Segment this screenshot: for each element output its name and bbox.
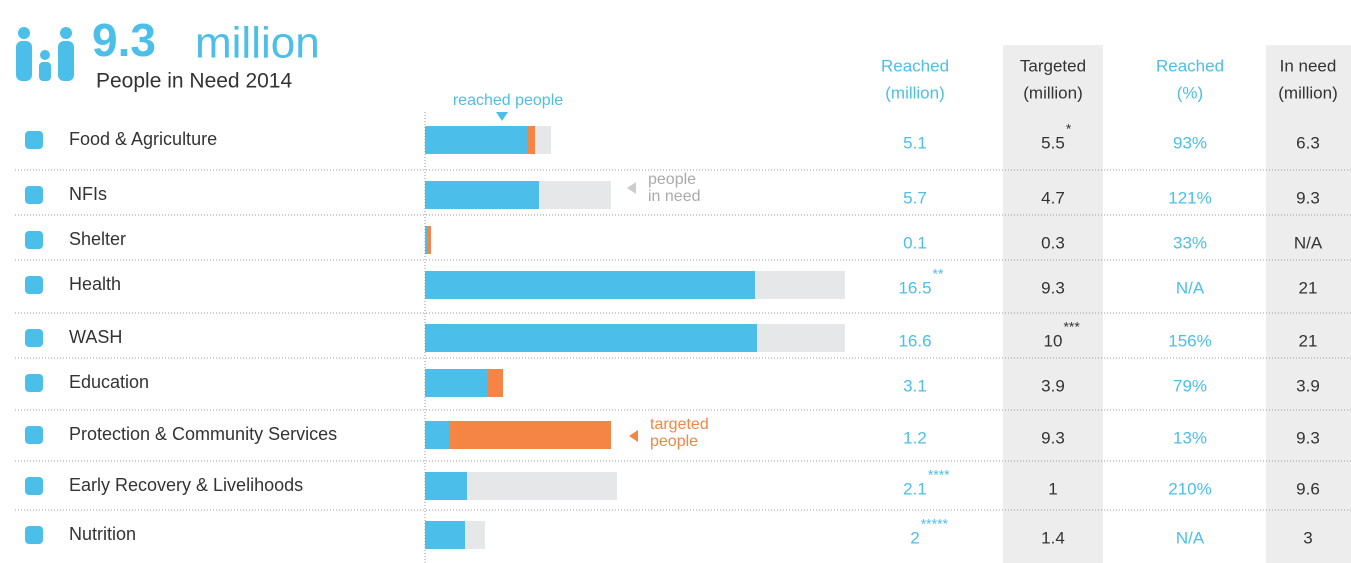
pointer <box>629 430 638 442</box>
cell-value: 6.3 <box>1296 133 1320 152</box>
row-icon <box>25 329 43 347</box>
cell-value: N/A <box>1176 528 1205 547</box>
cell-value: 1 <box>1048 479 1057 498</box>
column-header: (%) <box>1177 83 1203 102</box>
footnote-mark: * <box>1066 121 1072 137</box>
cell-value: 9.3 <box>1041 278 1065 297</box>
annotation: people <box>648 171 696 188</box>
cell-value: 16.5 <box>898 278 931 297</box>
bar <box>425 126 527 154</box>
row-icon <box>25 131 43 149</box>
cell-value: 1.2 <box>903 428 927 447</box>
row-icon <box>25 374 43 392</box>
cell-value: 1.4 <box>1041 528 1065 547</box>
cell-value: 5.5 <box>1041 133 1065 152</box>
row-icon <box>25 186 43 204</box>
column-header: Reached <box>881 56 949 75</box>
bar <box>425 271 755 299</box>
cell-value: 13% <box>1173 428 1207 447</box>
row-label: Health <box>69 274 121 294</box>
cell-value: 21 <box>1299 331 1318 350</box>
bar <box>425 472 467 500</box>
annotation: in need <box>648 188 701 205</box>
cell-value: 121% <box>1168 188 1211 207</box>
bar <box>425 421 449 449</box>
cell-value: 3.1 <box>903 376 927 395</box>
cell-value: 9.6 <box>1296 479 1320 498</box>
row-label: WASH <box>69 327 122 347</box>
unit: million <box>195 19 320 68</box>
column-header: (million) <box>1023 83 1083 102</box>
column-bg <box>1003 45 1103 563</box>
footnote-mark: **** <box>928 467 950 483</box>
column-header: Targeted <box>1020 56 1086 75</box>
subtitle: People in Need 2014 <box>96 70 292 93</box>
column-header: (million) <box>1278 83 1338 102</box>
cell-value: 210% <box>1168 479 1211 498</box>
column-header: Reached <box>1156 56 1224 75</box>
row-label: Protection & Community Services <box>69 424 337 444</box>
pointer <box>496 112 508 121</box>
cell-value: 3.9 <box>1041 376 1065 395</box>
cell-value: N/A <box>1294 233 1323 252</box>
cell-value: 10 <box>1044 331 1063 350</box>
cell-value: 3.9 <box>1296 376 1320 395</box>
footnote-mark: ***** <box>921 516 949 532</box>
row-icon <box>25 231 43 249</box>
family-icon <box>16 27 74 81</box>
cell-value: 9.3 <box>1296 428 1320 447</box>
row-label: Shelter <box>69 229 126 249</box>
cell-value: 2.1 <box>903 479 927 498</box>
cell-value: 16.6 <box>898 331 931 350</box>
cell-value: 9.3 <box>1041 428 1065 447</box>
row-label: Early Recovery & Livelihoods <box>69 475 303 495</box>
bar <box>425 181 539 209</box>
cell-value: 0.3 <box>1041 233 1065 252</box>
cell-value: 79% <box>1173 376 1207 395</box>
big-number: 9.3 <box>92 14 156 66</box>
column-header: (million) <box>885 83 945 102</box>
cell-value: 5.1 <box>903 133 927 152</box>
row-label: Education <box>69 372 149 392</box>
cell-value: 93% <box>1173 133 1207 152</box>
bar <box>425 369 487 397</box>
bar <box>425 226 427 254</box>
row-icon <box>25 526 43 544</box>
cell-value: 0.1 <box>903 233 927 252</box>
cell-value: 3 <box>1303 528 1312 547</box>
bar <box>425 324 757 352</box>
row-label: Food & Agriculture <box>69 129 217 149</box>
footnote-mark: ** <box>933 266 944 282</box>
annotation: people <box>650 433 698 450</box>
annotation: targeted <box>650 416 709 433</box>
cell-value: 5.7 <box>903 188 927 207</box>
row-label: NFIs <box>69 184 107 204</box>
row-icon <box>25 276 43 294</box>
bar <box>425 421 611 449</box>
bar <box>425 226 431 254</box>
cell-value: N/A <box>1176 278 1205 297</box>
column-header: In need <box>1280 56 1337 75</box>
pointer <box>627 182 636 194</box>
cell-value: 4.7 <box>1041 188 1065 207</box>
row-icon <box>25 426 43 444</box>
annotation: reached people <box>453 92 563 109</box>
bar <box>425 521 465 549</box>
cell-value: 9.3 <box>1296 188 1320 207</box>
cell-value: 156% <box>1168 331 1211 350</box>
cell-value: 33% <box>1173 233 1207 252</box>
row-label: Nutrition <box>69 524 136 544</box>
cell-value: 2 <box>910 528 919 547</box>
footnote-mark: *** <box>1063 319 1080 335</box>
column-bg <box>1266 45 1351 563</box>
cell-value: 21 <box>1299 278 1318 297</box>
row-icon <box>25 477 43 495</box>
